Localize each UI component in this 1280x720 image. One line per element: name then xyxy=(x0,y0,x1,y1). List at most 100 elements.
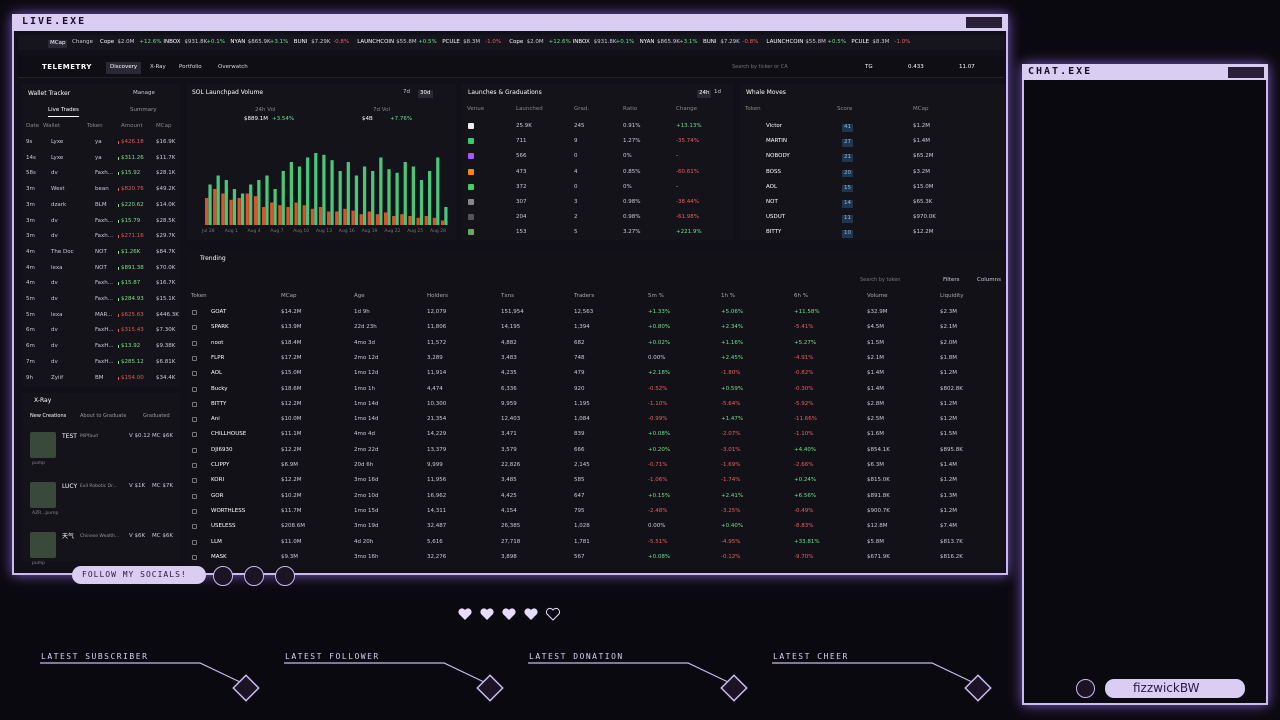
token-name: 天气 xyxy=(62,533,75,540)
star-toggle[interactable] xyxy=(192,371,197,377)
ticker-name: BUNI xyxy=(293,39,308,45)
cell: 3m xyxy=(26,201,35,208)
star-toggle[interactable] xyxy=(192,478,197,484)
star-toggle[interactable] xyxy=(192,539,197,545)
star-toggle[interactable] xyxy=(192,417,197,423)
cell: dzark xyxy=(51,201,67,208)
star-toggle[interactable] xyxy=(192,432,197,438)
cell: +0.24% xyxy=(794,477,817,484)
star-toggle[interactable] xyxy=(192,340,197,346)
cell: $154.00 xyxy=(121,374,144,381)
trending-panel xyxy=(187,250,1006,568)
window-controls[interactable] xyxy=(966,17,1002,28)
cell: lexa xyxy=(51,264,63,271)
column-header: Grad. xyxy=(574,106,590,112)
volume-bar xyxy=(318,207,323,225)
star-toggle[interactable] xyxy=(192,508,197,514)
cell: -0.49% xyxy=(794,507,814,514)
star-toggle[interactable] xyxy=(192,493,197,499)
cell: 13,379 xyxy=(427,446,447,453)
cell: -60.61% xyxy=(676,168,699,175)
volume-chart xyxy=(205,153,448,225)
cell: MARTIN xyxy=(766,138,788,145)
cell: 3,485 xyxy=(501,477,517,484)
cell: 647 xyxy=(574,492,585,499)
column-header: Liquidity xyxy=(940,293,964,299)
volume-bar xyxy=(289,162,294,225)
cell: +0.40% xyxy=(721,523,744,530)
star-toggle[interactable] xyxy=(192,310,197,315)
cell: 204 xyxy=(516,214,527,221)
volume: V $6K xyxy=(129,533,146,539)
star-toggle[interactable] xyxy=(192,325,197,331)
window-controls[interactable] xyxy=(1228,67,1264,78)
ticker-change: -0.8% xyxy=(333,39,350,45)
volume-bar xyxy=(395,172,399,225)
cell: $29.7K xyxy=(156,233,176,240)
token-desc: MiPfaud xyxy=(80,434,98,439)
star-toggle[interactable] xyxy=(192,447,197,453)
cell: +0.80% xyxy=(648,324,671,331)
cell: 4,425 xyxy=(501,492,517,499)
star-toggle[interactable] xyxy=(192,386,197,392)
x-tick-label: Aug 25 xyxy=(407,229,424,234)
cell: 10,300 xyxy=(427,400,447,407)
amount-color xyxy=(118,313,119,317)
cell: 372 xyxy=(516,183,527,190)
cell: 21 xyxy=(842,154,853,162)
volume-bar xyxy=(253,196,258,225)
star-toggle[interactable] xyxy=(192,355,197,361)
wallet-panel xyxy=(22,84,180,386)
star-toggle[interactable] xyxy=(192,401,197,407)
tab: Graduated xyxy=(143,413,170,419)
x-icon[interactable] xyxy=(244,566,264,586)
cell: $11.1M xyxy=(281,431,302,438)
cell: 0.00% xyxy=(648,354,666,361)
cell: -38.44% xyxy=(676,199,699,205)
ticker-change: +12.6% xyxy=(548,39,571,45)
socials-pill[interactable] xyxy=(72,566,206,584)
alert-icons xyxy=(232,674,992,702)
cell: 666 xyxy=(574,446,585,453)
cell: $1.2M xyxy=(940,477,957,484)
amount-color xyxy=(118,329,119,333)
cell: 4mo 3d xyxy=(354,339,375,346)
cell: 14 xyxy=(842,200,853,208)
tab: Summary xyxy=(130,107,157,113)
cell: Faxh... xyxy=(95,217,114,224)
token-avatar xyxy=(30,482,56,508)
volume-bar xyxy=(343,208,347,225)
column-header: Volume xyxy=(867,293,888,299)
star-toggle[interactable] xyxy=(192,554,197,560)
cell: NOT xyxy=(95,248,107,255)
cell: $2.1M xyxy=(940,324,957,331)
column-header: Holders xyxy=(427,293,449,299)
cell: dv xyxy=(51,343,58,350)
discord-icon[interactable] xyxy=(213,566,233,586)
star-toggle[interactable] xyxy=(192,463,197,468)
ticker-mcap: $7.29K xyxy=(720,39,740,45)
cell: $9.38K xyxy=(156,343,176,350)
stat-value: $889.1M xyxy=(244,116,268,122)
cell: $1.2M xyxy=(940,507,957,514)
star-toggle[interactable] xyxy=(192,524,197,530)
venue-icon xyxy=(468,183,474,190)
volume-bar xyxy=(346,162,350,225)
cell: $49.2K xyxy=(156,186,176,193)
telegram-icon[interactable] xyxy=(275,566,295,586)
cell: +2.18% xyxy=(648,370,671,377)
cell: 1mo 14d xyxy=(354,400,379,407)
cell: 11,956 xyxy=(427,477,447,484)
volume-bar xyxy=(383,212,388,225)
cell: $1.5M xyxy=(867,339,884,346)
cell: dv xyxy=(51,358,58,365)
cell: NOBODY xyxy=(766,153,790,160)
cell: FaxH... xyxy=(95,358,114,365)
kick-icon xyxy=(1076,679,1095,698)
cell: 473 xyxy=(516,168,527,175)
chat-window xyxy=(1022,64,1268,705)
cell: 14,195 xyxy=(501,324,521,331)
cell: 16,962 xyxy=(427,492,447,499)
panel-title: X-Ray xyxy=(34,397,52,404)
volume-bar xyxy=(387,169,391,225)
